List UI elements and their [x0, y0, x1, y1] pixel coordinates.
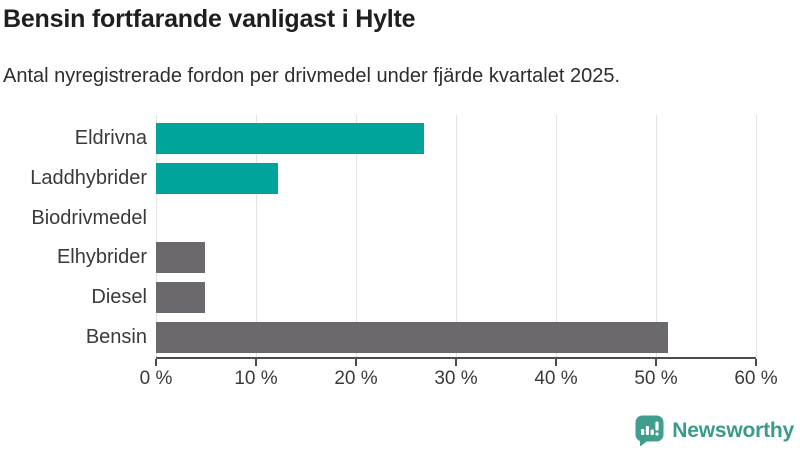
- axis-tick-label: 0 %: [139, 368, 173, 389]
- plot-area: [156, 115, 757, 357]
- axis-tick: [555, 359, 557, 366]
- gridline: [156, 115, 157, 357]
- axis-tick-label: 60 %: [734, 368, 778, 389]
- axis-tick: [155, 359, 157, 366]
- axis-tick-label: 20 %: [334, 368, 378, 389]
- gridline: [356, 115, 357, 357]
- bar-bensin: [156, 321, 668, 353]
- gridline: [256, 115, 257, 357]
- category-labels: Eldrivna Laddhybrider Biodrivmedel Elhybrid…: [0, 119, 156, 357]
- axis-tick-label: 30 %: [434, 368, 478, 389]
- chart-row: [156, 119, 756, 159]
- axis-tick-label: 40 %: [534, 368, 578, 389]
- page-title: Bensin fortfarande vanligast i Hylte: [3, 5, 416, 33]
- chart-row: [156, 238, 756, 278]
- bar-eldrivna: [156, 123, 424, 155]
- axis-tick: [655, 359, 657, 366]
- axis-tick: [455, 359, 457, 366]
- brand-name: Newsworthy: [672, 419, 794, 442]
- gridlines: [156, 115, 757, 357]
- chart-row: [156, 317, 756, 357]
- axis-tick: [255, 359, 257, 366]
- category-label: Laddhybrider: [30, 167, 147, 189]
- bar-laddhybrider: [156, 163, 278, 194]
- page-subtitle: Antal nyregistrerade fordon per drivmede…: [3, 65, 621, 87]
- newsworthy-logo[interactable]: Newsworthy: [635, 415, 794, 447]
- chart-rows: [156, 119, 756, 357]
- axis-tick: [355, 359, 357, 366]
- axis-tick-label: 10 %: [234, 368, 278, 389]
- category-label: Eldrivna: [74, 127, 147, 150]
- bar-chart: Eldrivna Laddhybrider Biodrivmedel Elhybrid…: [0, 115, 800, 357]
- chart-row: [156, 278, 756, 318]
- gridline: [656, 115, 657, 357]
- category-label: Diesel: [91, 286, 147, 309]
- newsworthy-speech-bubble-chart-icon: [635, 415, 664, 447]
- gridline: [756, 115, 757, 357]
- axis-tick-label: 50 %: [634, 368, 678, 389]
- axis-tick: [755, 359, 757, 366]
- gridline: [456, 115, 457, 357]
- bar-elhybrider: [156, 242, 205, 274]
- category-label: Bensin: [85, 325, 147, 348]
- x-axis: 0 % 10 % 20 % 30 % 40 % 50 % 60 %: [140, 357, 778, 389]
- gridline: [556, 115, 557, 357]
- category-label: Biodrivmedel: [31, 206, 147, 229]
- category-label: Elhybrider: [56, 246, 147, 269]
- chart-row: [156, 159, 756, 199]
- chart-row: [156, 198, 756, 238]
- bar-diesel: [156, 282, 205, 314]
